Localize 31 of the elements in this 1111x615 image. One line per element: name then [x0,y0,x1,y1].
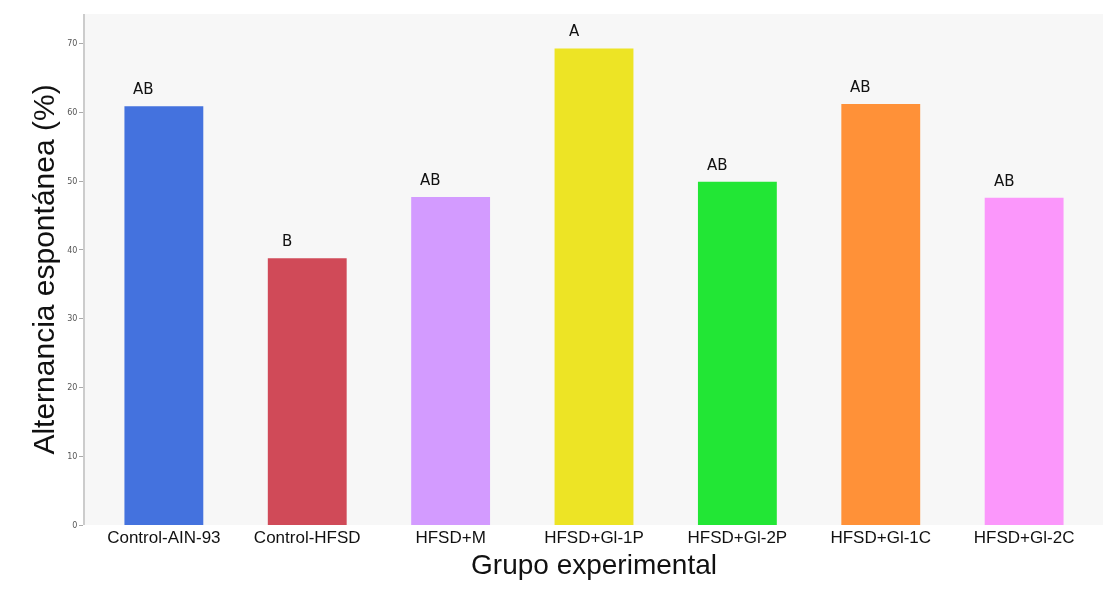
annotation: A [569,22,580,40]
y-tick-label: 40 [67,245,78,255]
annotation: AB [707,156,728,174]
bar [984,197,1064,525]
x-axis-title: Grupo experimental [471,549,717,581]
x-tick-label: HFSD+Gl-1P [544,528,644,547]
x-tick-label: HFSD+Gl-2P [687,528,788,547]
y-tick-label: 50 [67,176,78,186]
bar [554,48,634,525]
annotation: AB [850,78,871,96]
x-tick-label: HFSD+Gl-1C [830,528,932,547]
annotation: AB [994,172,1015,190]
x-tick-label: Control-HFSD [253,528,361,547]
x-tick-label: HFSD+M [415,528,486,547]
annotation: AB [133,80,154,98]
bar [124,106,204,525]
y-tick-label: 30 [67,314,78,324]
y-tick-label: 70 [67,39,78,49]
bar [267,258,347,525]
x-tick-label: Control-AIN-93 [107,528,221,547]
y-tick-label: 60 [67,108,78,118]
x-tick-label: HFSD+Gl-2C [973,528,1075,547]
annotation: AB [420,171,441,189]
y-tick-label: 20 [67,383,78,393]
bar [411,196,491,525]
y-tick-label: 10 [67,452,78,462]
bar [697,181,777,525]
y-tick-label: 0 [72,520,78,530]
annotation: B [282,232,293,250]
bar [841,104,921,525]
y-axis-title: Alternancia espontánea (%) [26,84,60,455]
